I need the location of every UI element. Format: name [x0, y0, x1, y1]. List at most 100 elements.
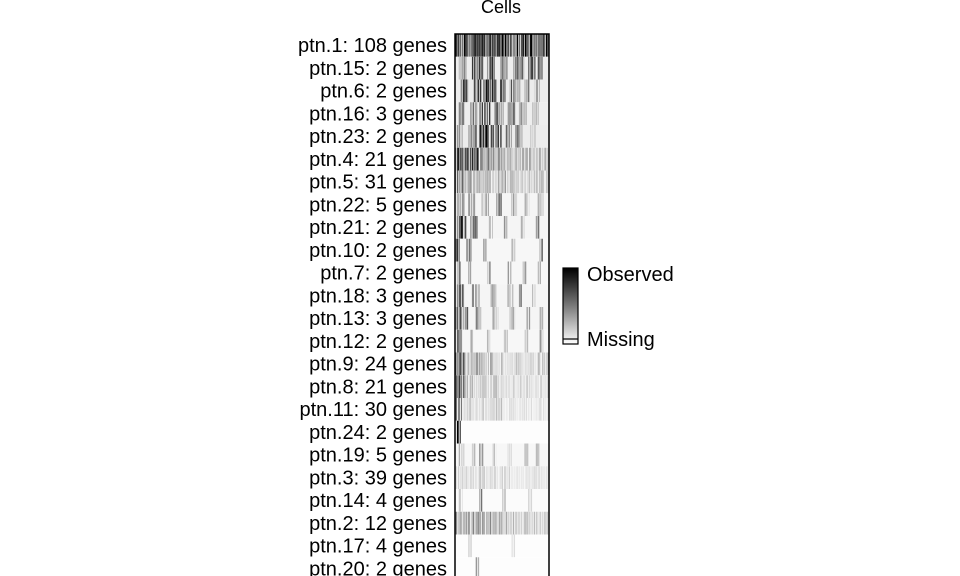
heatmap-cell [504, 466, 506, 489]
heatmap-cell [527, 466, 529, 489]
row-label: ptn.16: 3 genes [309, 103, 447, 125]
heatmap-cell [483, 466, 486, 489]
heatmap-cell [457, 511, 460, 535]
heatmap-cell [502, 102, 504, 125]
heatmap-cell [458, 375, 461, 398]
heatmap-cell [505, 216, 507, 239]
row-label: ptn.13: 3 genes [309, 308, 447, 330]
heatmap-cell [524, 511, 527, 535]
heatmap-cell [512, 398, 515, 421]
heatmap-cell [482, 443, 484, 467]
heatmap-cell [529, 489, 530, 512]
heatmap-cell [544, 375, 546, 398]
heatmap-cell [483, 238, 485, 262]
heatmap-cell [509, 307, 511, 330]
heatmap-cell [509, 352, 511, 376]
heatmap-cell [487, 193, 489, 216]
heatmap-cell [479, 375, 482, 398]
heatmap-cell [524, 261, 527, 285]
heatmap-cell [456, 170, 459, 194]
heatmap-cell [465, 147, 467, 171]
heatmap-row [455, 307, 549, 330]
heatmap-cell [507, 261, 510, 285]
heatmap-cell [458, 284, 462, 307]
heatmap-cell [500, 79, 502, 103]
heatmap-cell [481, 102, 484, 125]
heatmap-cell [460, 79, 463, 103]
heatmap-cell [470, 170, 472, 194]
heatmap-cell [482, 147, 484, 171]
heatmap-cell [517, 170, 520, 194]
heatmap-cell [456, 34, 458, 57]
heatmap-cell [507, 56, 508, 80]
heatmap-cell [482, 352, 484, 376]
heatmap-row-background [455, 420, 549, 444]
heatmap-cell [463, 466, 466, 489]
heatmap-cell [516, 398, 519, 421]
heatmap-cell [514, 102, 516, 125]
heatmap-cell [528, 307, 531, 330]
heatmap-cell [547, 398, 549, 421]
heatmap-cell [483, 375, 485, 398]
heatmap-cell [506, 216, 508, 239]
heatmap-cell [512, 193, 515, 216]
heatmap-cell [526, 34, 529, 57]
heatmap-cell [459, 420, 461, 444]
heatmap-row-background [455, 307, 549, 330]
heatmap-cell [475, 398, 478, 421]
heatmap-cell [481, 125, 482, 148]
heatmap-cell [504, 79, 506, 103]
heatmap-cell [540, 352, 541, 376]
heatmap-cell [512, 34, 514, 57]
heatmap-cell [468, 375, 470, 398]
row-label: ptn.6: 2 genes [320, 81, 447, 103]
heatmap-cell [534, 398, 536, 421]
heatmap-cell [488, 102, 490, 125]
heatmap-cell [524, 352, 527, 376]
legend: Observed Missing [562, 264, 674, 351]
heatmap-cell [491, 79, 494, 103]
heatmap-cell [543, 398, 545, 421]
heatmap-cell [532, 34, 534, 57]
heatmap-cell [493, 147, 495, 171]
heatmap-cell [538, 56, 540, 80]
heatmap-row [455, 375, 549, 398]
heatmap-cell [460, 443, 463, 467]
heatmap-cell [475, 511, 478, 535]
heatmap-cell [508, 170, 510, 194]
heatmap-cell [482, 398, 485, 421]
heatmap-cell [533, 56, 536, 80]
heatmap-cell [473, 125, 474, 148]
heatmap-row [455, 238, 549, 262]
heatmap-cell [503, 511, 505, 535]
heatmap-cell [508, 375, 510, 398]
heatmap-cell [472, 398, 474, 421]
heatmap-cell [528, 489, 529, 512]
heatmap-cell [461, 511, 463, 535]
heatmap-cell [530, 34, 532, 57]
heatmap-cell [469, 125, 472, 148]
heatmap-cell [486, 329, 489, 353]
row-label: ptn.15: 2 genes [309, 58, 447, 80]
heatmap-cell [489, 466, 492, 489]
heatmap-cell [461, 398, 462, 421]
heatmap-cell [461, 34, 464, 57]
heatmap-cell [544, 147, 546, 171]
heatmap-cell [521, 34, 524, 57]
heatmap-cell [507, 34, 508, 57]
heatmap-cell [518, 34, 521, 57]
heatmap-cell [478, 398, 481, 421]
heatmap-cell [471, 443, 473, 467]
heatmap-cell [457, 193, 460, 216]
heatmap-row-background [455, 79, 549, 103]
heatmap-cell [470, 511, 473, 535]
heatmap-cell [542, 170, 544, 194]
heatmap-cell [500, 398, 502, 421]
heatmap-cell [463, 352, 465, 376]
heatmap-cell [537, 216, 538, 239]
heatmap-cell [518, 125, 521, 148]
heatmap-cell [463, 56, 466, 80]
heatmap-cell [535, 443, 537, 467]
heatmap-cell [512, 398, 513, 421]
heatmap-cell [544, 466, 546, 489]
